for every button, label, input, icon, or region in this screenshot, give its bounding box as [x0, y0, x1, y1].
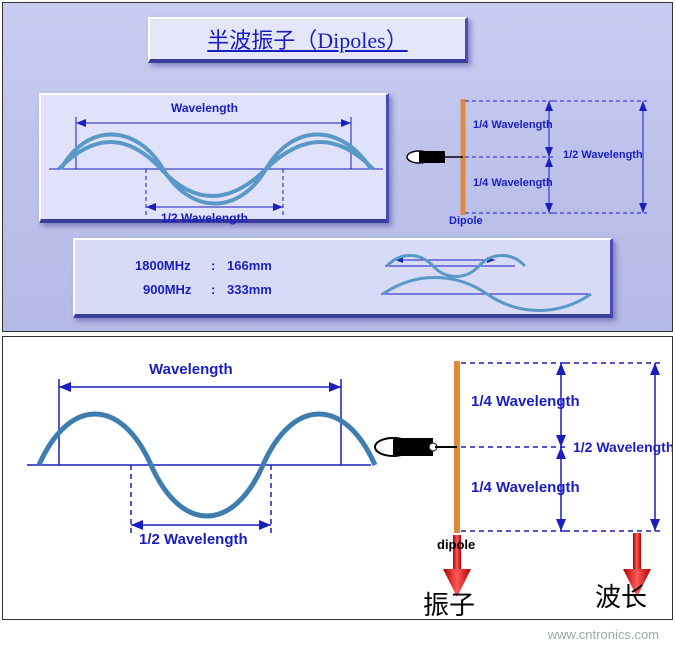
half-wavelength-label-btm: 1/2 Wavelength: [139, 531, 248, 548]
frequency-info-bar: 1800MHz : 166mm 900MHz : 333mm: [73, 238, 613, 318]
freq1: 1800MHz: [135, 258, 191, 273]
half-wavelength-label: 1/2 Wavelength: [161, 211, 248, 225]
wavelength-label-btm: Wavelength: [149, 361, 233, 378]
quarter-wl-btm-2: 1/4 Wavelength: [471, 479, 580, 496]
zhenzi-label: 振子: [423, 585, 475, 620]
sine-wave-bottom: [21, 355, 381, 555]
dipole-diagram-top: 1/4 Wavelength 1/4 Wavelength 1/2 Wavele…: [403, 93, 658, 228]
quarter-wl-btm-1: 1/4 Wavelength: [471, 393, 580, 410]
half-wl-btm-r: 1/2 Wavelength: [573, 439, 673, 455]
title-text: 半波振子（Dipoles）: [207, 23, 407, 55]
quarter-wl-label-2: 1/4 Wavelength: [473, 177, 553, 189]
sep1: :: [211, 258, 215, 273]
bottom-panel: Wavelength 1/2 Wavelength: [2, 336, 673, 620]
wavelength-diagram-top: Wavelength 1/2 Wavelength: [39, 93, 389, 223]
watermark: www.cntronics.com: [548, 627, 659, 642]
infobar-waves: [375, 246, 595, 314]
freq2: 900MHz: [143, 282, 191, 297]
dipole-label-btm: dipole: [437, 537, 475, 552]
len1: 166mm: [227, 258, 272, 273]
wavelength-label: Wavelength: [171, 101, 238, 115]
len2: 333mm: [227, 282, 272, 297]
title-bar: 半波振子（Dipoles）: [148, 17, 468, 63]
half-wl-label-r: 1/2 Wavelength: [563, 149, 643, 161]
quarter-wl-label-1: 1/4 Wavelength: [473, 119, 553, 131]
dipole-label-top: Dipole: [449, 215, 483, 227]
wavelength-diagram-bottom: Wavelength 1/2 Wavelength: [21, 355, 381, 555]
sep2: :: [211, 282, 215, 297]
top-panel: 半波振子（Dipoles）: [2, 2, 673, 332]
bochang-label: 波长: [595, 577, 647, 614]
